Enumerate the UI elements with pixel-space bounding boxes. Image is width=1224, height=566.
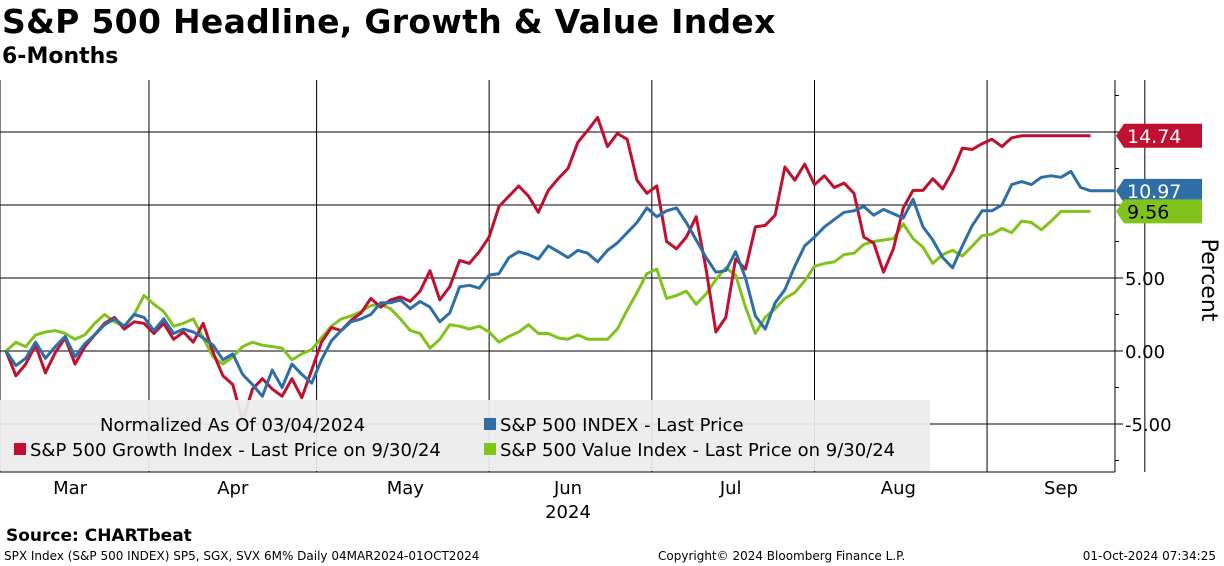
last-value-tag: 10.97 xyxy=(1116,178,1202,203)
chart-title: S&P 500 Headline, Growth & Value Index xyxy=(2,2,776,41)
footer-description: SPX Index (S&P 500 INDEX) SP5, SGX, SVX … xyxy=(4,549,480,563)
last-value-tag-label: 9.56 xyxy=(1127,201,1169,223)
legend: Normalized As Of 03/04/2024 S&P 500 INDEX… xyxy=(0,400,930,471)
y-tick-label: -5.00 xyxy=(1125,415,1172,436)
x-tick-label: Jul xyxy=(719,478,742,499)
x-tick-label: Apr xyxy=(217,478,249,499)
series-line-value xyxy=(5,209,1091,366)
last-value-tag-label: 10.97 xyxy=(1127,181,1181,203)
series-line-growth xyxy=(4,115,1091,423)
y-axis-label: Percent xyxy=(1196,239,1221,322)
source-label: Source: CHARTbeat xyxy=(6,526,192,546)
legend-entry: S&P 500 INDEX - Last Price xyxy=(500,415,744,436)
footer-copyright: Copyright© 2024 Bloomberg Finance L.P. xyxy=(658,549,906,563)
legend-entry: S&P 500 Growth Index - Last Price on 9/3… xyxy=(30,440,441,461)
x-tick-label: Mar xyxy=(53,478,88,499)
x-tick-label: Aug xyxy=(881,478,916,499)
chart-subtitle: 6-Months xyxy=(2,44,119,69)
legend-swatch xyxy=(484,443,496,455)
last-value-tag: 9.56 xyxy=(1116,199,1202,224)
series-line-sp500 xyxy=(4,169,1115,398)
y-tick-label: 5.00 xyxy=(1125,269,1165,290)
legend-swatch xyxy=(14,443,26,455)
x-tick-label: Jun xyxy=(553,478,582,499)
x-axis-label: 2024 xyxy=(545,502,591,523)
last-value-tag-bg xyxy=(1116,123,1202,148)
legend-note: Normalized As Of 03/04/2024 xyxy=(100,415,365,436)
last-value-tag-bg xyxy=(1116,199,1202,224)
legend-swatch xyxy=(484,418,496,430)
x-tick-label: Sep xyxy=(1044,478,1078,499)
y-tick-label: 0.00 xyxy=(1125,342,1165,363)
footer-timestamp: 01-Oct-2024 07:34:25 xyxy=(1082,549,1216,563)
legend-entry: S&P 500 Value Index - Last Price on 9/30… xyxy=(500,440,895,461)
last-value-tag-bg xyxy=(1116,178,1202,203)
last-value-tag-label: 14.74 xyxy=(1127,126,1181,148)
x-tick-label: May xyxy=(387,478,425,499)
legend-background xyxy=(0,400,930,471)
last-value-tag: 14.74 xyxy=(1116,123,1202,148)
